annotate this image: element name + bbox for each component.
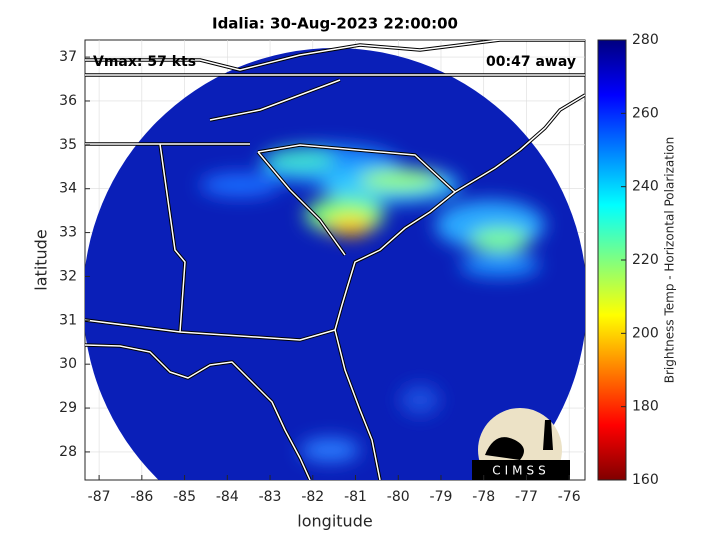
logo-text: CIMSS (492, 464, 550, 478)
coastlines (85, 40, 585, 480)
y-tick-label: 33 (59, 225, 77, 241)
y-tick-label: 32 (59, 268, 77, 284)
colorbar-tick-label: 200 (632, 325, 659, 341)
chart-title: Idalia: 30-Aug-2023 22:00:00 (212, 15, 458, 33)
x-tick-label: -77 (515, 489, 538, 505)
annotation: Vmax: 57 kts (93, 54, 196, 70)
y-tick-label: 28 (59, 444, 77, 460)
colorbar-tick-label: 240 (632, 179, 659, 195)
y-tick-label: 36 (59, 93, 77, 109)
x-tick-label: -83 (259, 489, 282, 505)
y-tick-label: 34 (59, 181, 77, 197)
x-tick-label: -85 (173, 489, 196, 505)
colorbar-label: Brightness Temp - Horizontal Polarizatio… (663, 137, 677, 384)
x-tick-label: -82 (301, 489, 324, 505)
imagery (85, 48, 585, 480)
x-tick-label: -79 (430, 489, 453, 505)
y-tick-label: 29 (59, 400, 77, 416)
x-tick-label: -78 (472, 489, 495, 505)
colorbar-tick-label: 280 (632, 32, 659, 48)
x-tick-label: -86 (130, 489, 153, 505)
y-tick-label: 31 (59, 312, 77, 328)
colorbar-tick-label: 260 (632, 105, 659, 121)
x-tick-label: -87 (88, 489, 111, 505)
colorbar-tick-label: 220 (632, 252, 659, 268)
y-tick-label: 35 (59, 137, 77, 153)
x-tick-label: -81 (344, 489, 367, 505)
x-axis-label: longitude (297, 512, 372, 531)
annotation: 00:47 away (486, 54, 576, 70)
logo: CIMSS (472, 408, 570, 480)
x-tick-label: -84 (216, 489, 239, 505)
x-tick-label: -80 (387, 489, 410, 505)
y-axis-label: latitude (32, 229, 51, 290)
x-tick-label: -76 (558, 489, 581, 505)
scan-disk (85, 48, 585, 480)
y-tick-label: 30 (59, 356, 77, 372)
colorbar-tick-label: 160 (632, 472, 659, 488)
y-tick-label: 37 (59, 49, 77, 65)
colorbar-tick-label: 180 (632, 399, 659, 415)
